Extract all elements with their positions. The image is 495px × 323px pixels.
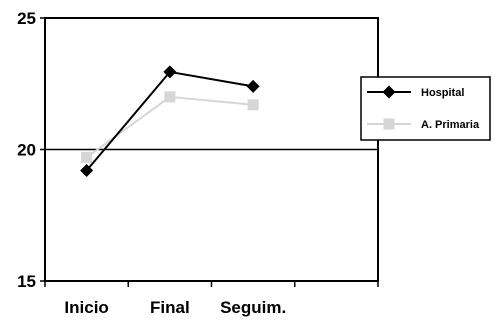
legend-label: Hospital <box>421 87 464 99</box>
series-a-primaria <box>81 91 259 163</box>
y-axis-ticks: 15 20 25 <box>17 9 45 291</box>
legend: Hospital A. Primaria <box>360 76 491 141</box>
series-line <box>85 70 254 172</box>
x-tick-label: Final <box>150 298 190 317</box>
data-point <box>81 151 93 163</box>
data-point <box>247 99 259 111</box>
x-tick-label: Seguim. <box>220 298 286 317</box>
legend-swatch-marker <box>383 118 395 130</box>
x-tick-label: Inicio <box>64 298 108 317</box>
data-point <box>246 79 260 93</box>
legend-swatch-marker <box>382 85 396 99</box>
data-point <box>163 65 177 79</box>
y-tick-label: 25 <box>17 9 36 28</box>
x-axis-ticks: Inicio Final Seguim. <box>44 281 379 317</box>
series-hospital <box>80 65 260 178</box>
series-line <box>86 95 254 159</box>
y-tick-label: 20 <box>17 141 36 160</box>
legend-item: A. Primaria <box>367 118 480 131</box>
data-point <box>164 91 176 103</box>
legend-item: Hospital <box>367 85 464 99</box>
legend-label: A. Primaria <box>421 119 480 131</box>
data-point <box>80 164 94 178</box>
series-layer <box>80 65 260 178</box>
y-tick-label: 15 <box>17 272 36 291</box>
legend-box <box>360 76 491 141</box>
